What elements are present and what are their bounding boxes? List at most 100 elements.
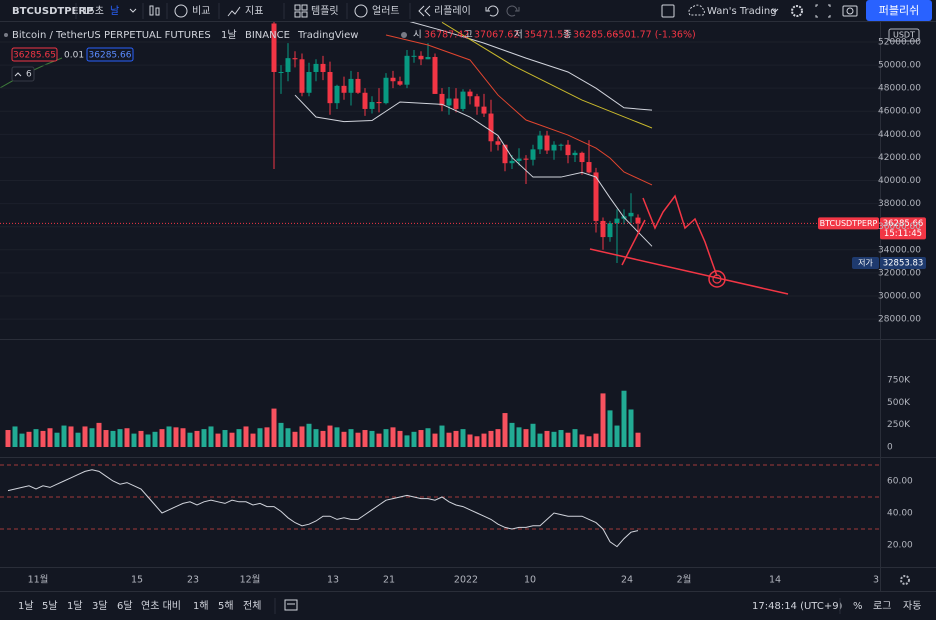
interval-unit[interactable]: 날: [110, 5, 119, 17]
settings-icon[interactable]: [791, 5, 803, 17]
price-pane: [0, 22, 880, 320]
interval[interactable]: 15초: [82, 5, 104, 17]
indicators-button[interactable]: 지표: [245, 5, 263, 17]
candle-body: [558, 144, 564, 146]
y-tick-label: 46000.00: [878, 107, 921, 117]
alerts-button[interactable]: 얼러트: [372, 5, 400, 17]
fullscreen-toggle[interactable]: [661, 4, 675, 18]
candle-body: [600, 220, 606, 238]
volume-bar: [551, 431, 557, 447]
countdown: 15:11:45: [884, 229, 922, 239]
x-tick-label: 23: [187, 575, 199, 586]
volume-bar: [229, 432, 235, 447]
range-button[interactable]: 6달: [117, 600, 133, 612]
publish-button[interactable]: 퍼블리쉬: [879, 4, 919, 17]
open-label: 시: [413, 30, 422, 41]
auto-toggle[interactable]: 자동: [903, 600, 921, 612]
range-button[interactable]: 5날: [42, 600, 58, 612]
volume-bar: [215, 433, 221, 447]
volume-bar: [432, 433, 438, 447]
volume-bar: [292, 431, 298, 447]
clock[interactable]: 17:48:14 (UTC+9): [752, 601, 843, 612]
chevron-icon: [14, 72, 22, 77]
range-button[interactable]: 1달: [67, 600, 83, 612]
candle-body: [502, 144, 508, 164]
range-button[interactable]: 3달: [92, 600, 108, 612]
candle-body: [411, 55, 417, 57]
market-status: [401, 32, 407, 38]
alerts-icon[interactable]: [354, 4, 368, 18]
volume-bar: [313, 429, 319, 447]
bid-price[interactable]: 36285.65: [13, 51, 56, 61]
bid-box[interactable]: [11, 47, 58, 62]
percent-toggle[interactable]: %: [853, 601, 863, 612]
volume-bar: [600, 393, 606, 447]
drawn-line: [621, 219, 646, 266]
symbol-tag-bg: [818, 217, 879, 230]
undo-icon[interactable]: [485, 5, 499, 17]
log-toggle[interactable]: 로그: [873, 601, 891, 612]
candle-body: [579, 152, 585, 163]
candle-body: [537, 135, 543, 150]
templates-icon[interactable]: [294, 4, 308, 18]
legend-source: TradingView: [297, 30, 358, 41]
candle-body: [292, 58, 298, 60]
candle-body: [362, 92, 368, 109]
volume-bar: [201, 429, 207, 447]
volume-bar: [418, 430, 424, 447]
volume-bar: [103, 430, 109, 447]
snapshot-icon[interactable]: [842, 5, 858, 17]
x-tick-label: 15: [131, 575, 143, 586]
fullscreen-icon[interactable]: [815, 4, 831, 18]
chevron-icon: [129, 8, 137, 13]
y-tick-label: 40000.00: [878, 176, 921, 186]
publish-button-bg[interactable]: [866, 0, 932, 21]
replay-button[interactable]: 리플레이: [434, 5, 471, 17]
volume-bar: [390, 427, 396, 447]
date-range-icon[interactable]: [284, 599, 298, 611]
volume-bar: [173, 427, 179, 447]
volume-bar: [131, 433, 137, 447]
legend: Bitcoin / TetherUS PERPETUAL FUTURES 1날 …: [4, 29, 696, 82]
symbol[interactable]: BTCUSDTPERP: [12, 6, 93, 17]
axis-settings-icon[interactable]: [900, 575, 910, 585]
x-tick-label: 12월: [240, 574, 261, 586]
volume-bar: [82, 426, 88, 447]
x-tick-label: 13: [327, 575, 339, 586]
range-button[interactable]: 5해: [218, 599, 234, 612]
volume-bar: [621, 390, 627, 447]
range-button[interactable]: 1해: [193, 599, 209, 612]
ask-box[interactable]: [86, 47, 134, 62]
indicator-count: 6: [26, 70, 32, 80]
candle-body: [390, 77, 396, 82]
volume-bar: [509, 422, 515, 447]
indicators-icon[interactable]: [227, 6, 241, 17]
volume-bar: [572, 429, 578, 447]
range-button[interactable]: 연초 대비: [141, 600, 181, 612]
volume-bar: [327, 425, 333, 447]
y-tick-label: 30000.00: [878, 291, 921, 301]
currency[interactable]: USDT: [893, 31, 915, 40]
volume-bar: [194, 430, 200, 447]
volume-bar: [586, 436, 592, 447]
range-button[interactable]: 1날: [18, 600, 34, 612]
x-tick-label: 11월: [28, 574, 49, 586]
indicator-toggle[interactable]: [11, 66, 35, 82]
compare-button[interactable]: 비교: [192, 5, 210, 17]
replay-icon[interactable]: [418, 5, 431, 17]
target-circle: [708, 270, 726, 288]
high-value: 37067.62: [474, 30, 519, 41]
candle-body: [635, 217, 641, 224]
volume-bar: [593, 433, 599, 447]
candle-body: [586, 162, 592, 173]
layout-name[interactable]: Wan's Trading: [707, 6, 777, 17]
currency-box[interactable]: [888, 28, 920, 42]
candle-type-icon[interactable]: [149, 5, 160, 16]
templates-button[interactable]: 템플릿: [311, 5, 339, 17]
cloud-icon: [688, 4, 705, 16]
range-button[interactable]: 전체: [243, 600, 261, 612]
compare-icon[interactable]: [174, 4, 188, 18]
candle-body: [425, 56, 431, 60]
volume-bar: [474, 436, 480, 447]
ask-price[interactable]: 36285.66: [89, 51, 132, 61]
